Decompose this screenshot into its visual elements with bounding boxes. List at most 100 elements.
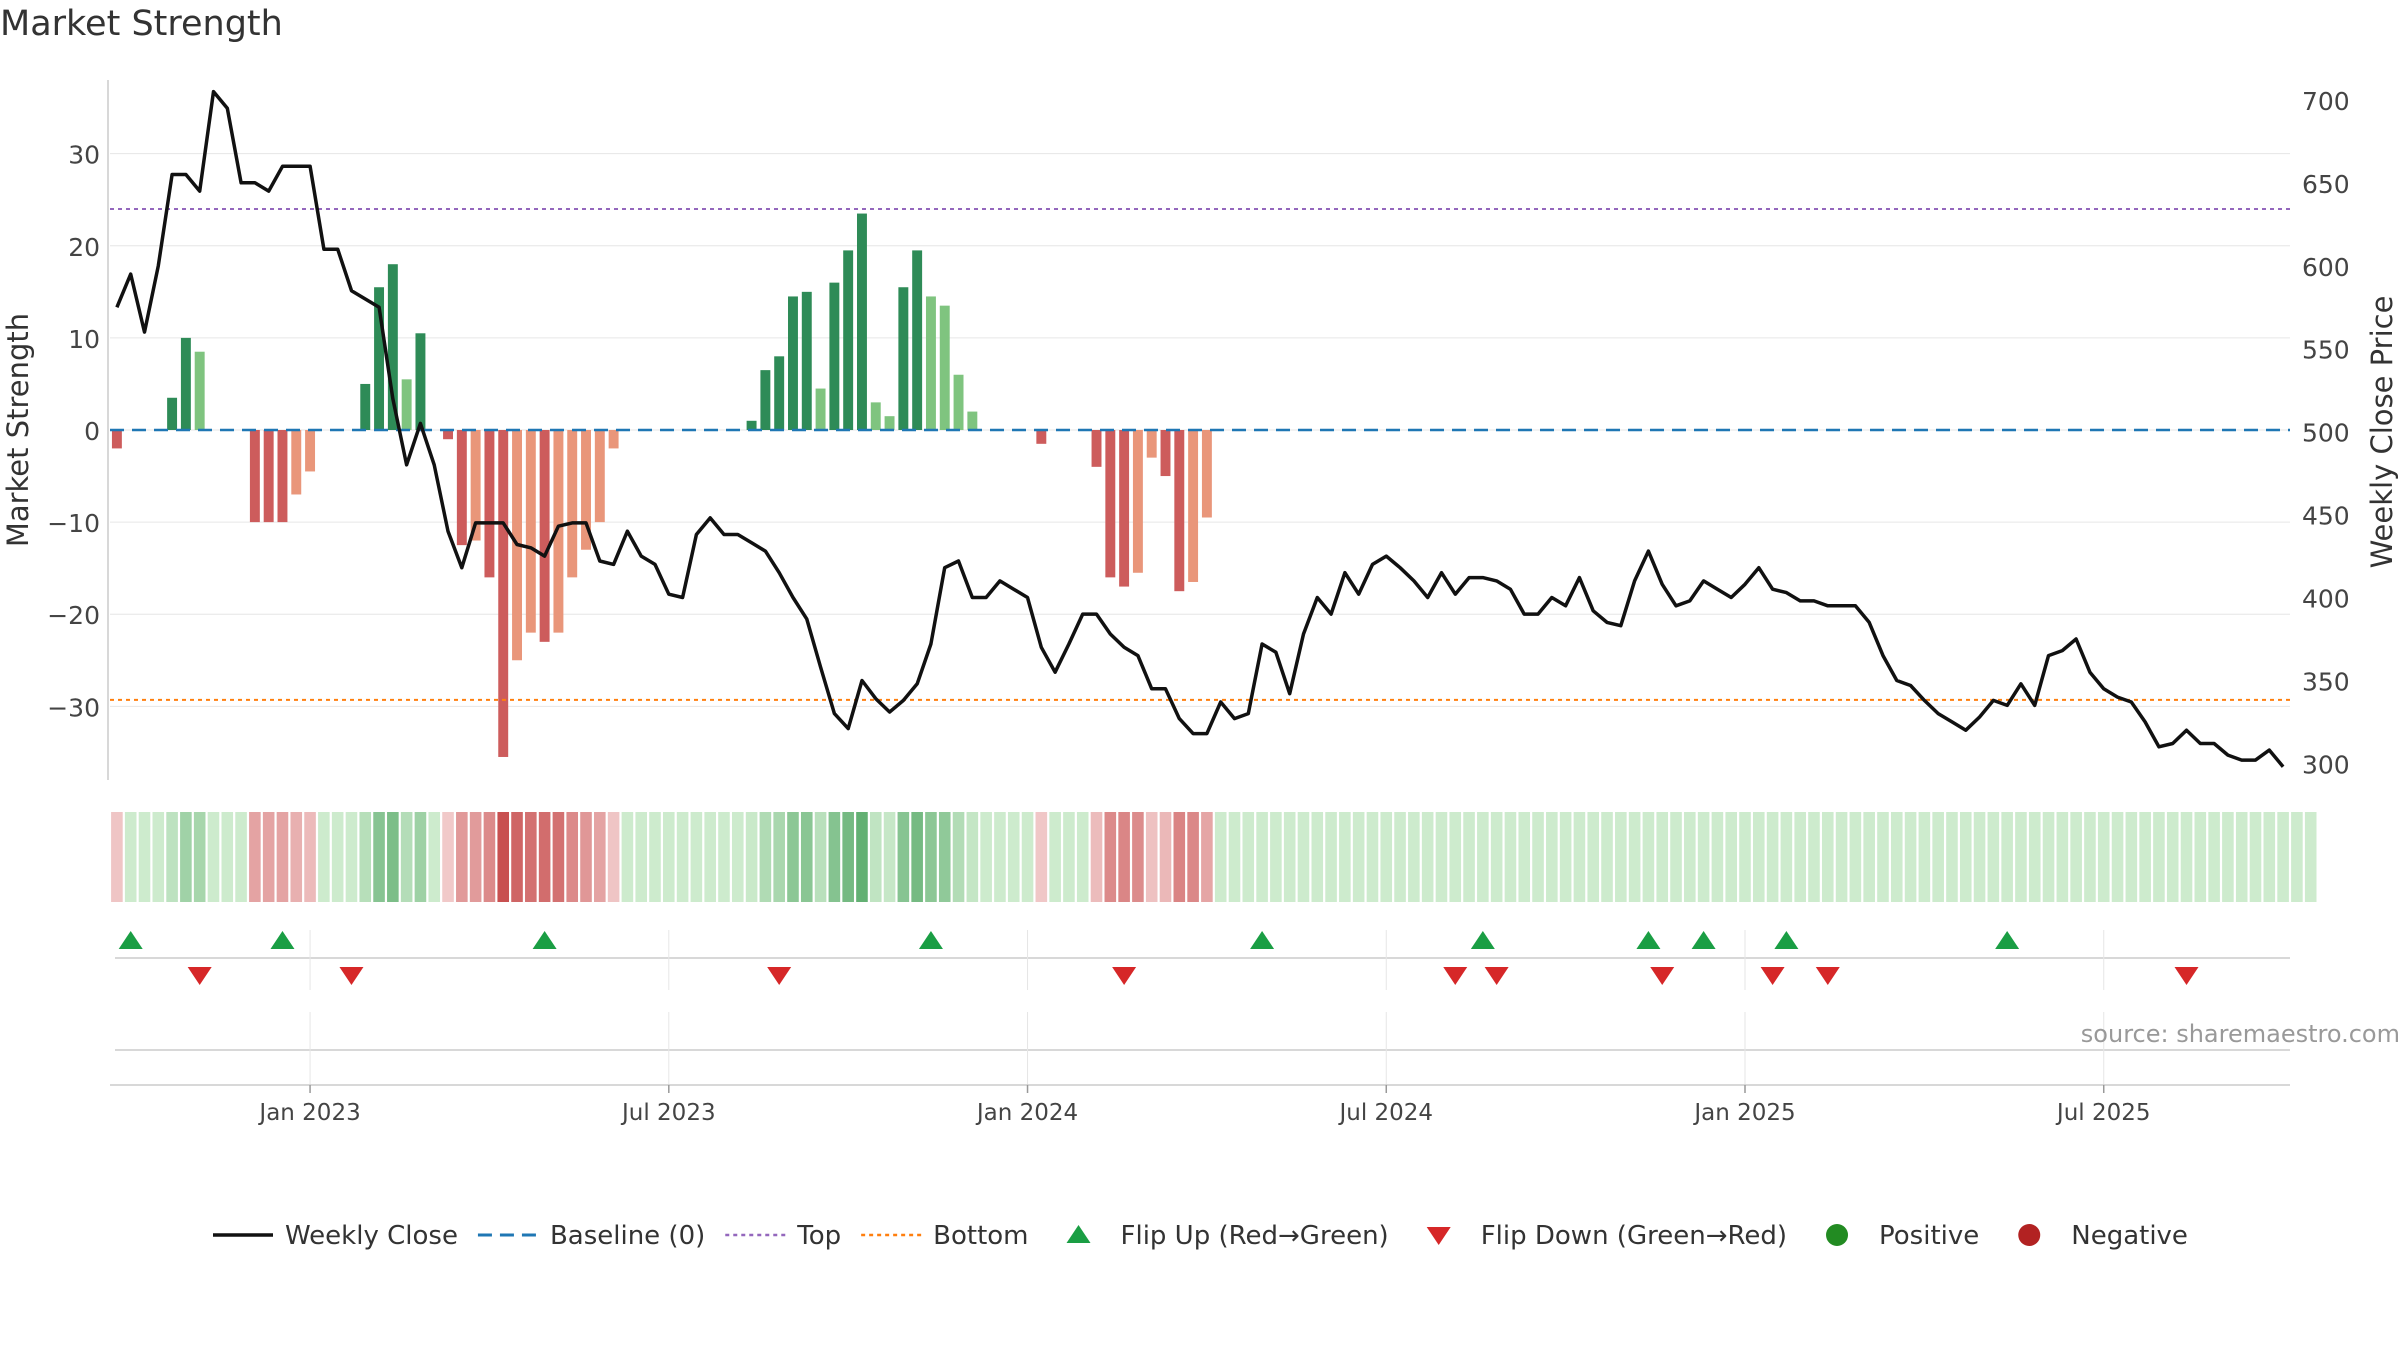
strength-bar (1160, 430, 1171, 477)
flip-up-marker (270, 931, 295, 949)
strength-bar (815, 388, 826, 430)
heatmap-cell (1380, 812, 1393, 902)
heatmap-cell (1987, 812, 2000, 902)
heatmap-cell (1173, 812, 1186, 902)
heatmap-cell (676, 812, 689, 902)
heatmap-cell (1904, 812, 1917, 902)
heatmap-cell (249, 812, 261, 902)
heatmap-cell (1242, 812, 1255, 902)
heatmap-cell (538, 812, 551, 902)
legend-label: Negative (2071, 1221, 2188, 1251)
strength-bar (111, 430, 122, 449)
weekly-close-line (115, 89, 2285, 768)
strength-bar (870, 402, 881, 430)
heatmap-cell (193, 812, 206, 902)
strength-bar (760, 370, 771, 430)
heatmap-cell (1656, 812, 1669, 902)
heatmap-cell (373, 812, 385, 902)
strength-bar (167, 397, 178, 430)
heatmap-cell (166, 812, 178, 902)
heatmap-cell (387, 812, 399, 902)
heatmap-cell (497, 812, 510, 902)
heatmap-cell (690, 812, 703, 902)
strength-bar (925, 296, 936, 430)
strength-bar (912, 250, 923, 430)
heatmap-cell (1532, 812, 1544, 902)
heatmap-cell (111, 812, 123, 902)
flip-up-marker (1995, 931, 2020, 949)
heatmap-cell (469, 812, 482, 902)
heatmap-cell (262, 812, 275, 902)
heatmap-cell (221, 812, 234, 902)
heatmap-cell (2249, 812, 2262, 902)
heatmap-cell (138, 812, 151, 902)
strength-bar (539, 430, 550, 642)
strength-bar (484, 430, 495, 578)
strength-bar (774, 356, 785, 430)
heatmap-cell (456, 812, 468, 902)
strength-bar (939, 305, 950, 430)
flip-up-marker (1250, 931, 1275, 949)
heatmap-cell (331, 812, 344, 902)
x-tick-label: Jan 2025 (1692, 1100, 1795, 1126)
strength-bar (498, 430, 509, 757)
strength-bar (470, 430, 481, 541)
page-title: Market Strength (0, 4, 283, 44)
heatmap-cell (359, 812, 372, 902)
heatmap-cell (1145, 812, 1158, 902)
strength-bar (1201, 430, 1212, 518)
heatmap-cell (124, 812, 137, 902)
heatmap-cell (2111, 812, 2124, 902)
heatmap-cell (1076, 812, 1089, 902)
left-tick-label: 0 (84, 417, 100, 446)
strength-bar (525, 430, 536, 633)
heatmap-cell (1684, 812, 1696, 902)
heatmap-cell (1256, 812, 1268, 902)
strength-bar (843, 250, 854, 430)
heatmap-cell (304, 812, 316, 902)
heatmap-cell (1228, 812, 1241, 902)
heatmap-cell (773, 812, 785, 902)
heatmap-cell (883, 812, 896, 902)
flip-down-marker (1815, 967, 1840, 985)
flip-up-marker (1774, 931, 1799, 949)
heatmap-cell (828, 812, 841, 902)
legend-swatch-negative (2018, 1224, 2041, 1246)
legend-swatch-flip-down (1426, 1227, 1451, 1245)
strength-bar (608, 430, 619, 449)
heatmap-cell (800, 812, 813, 902)
heatmap-cell (1339, 812, 1351, 902)
heatmap-cell (1877, 812, 1889, 902)
strength-bar (1091, 430, 1102, 467)
heatmap-cell (552, 812, 565, 902)
heatmap-cell (1863, 812, 1875, 902)
strength-bar (1132, 430, 1143, 573)
strength-bar (1105, 430, 1116, 578)
heatmap-cell (1697, 812, 1710, 902)
heatmap-cell (2263, 812, 2276, 902)
heatmap-cell (1490, 812, 1503, 902)
heatmap-cell (1311, 812, 1324, 902)
strength-bar (1174, 430, 1185, 592)
heatmap-cell (869, 812, 882, 902)
heatmap-cell (980, 812, 992, 902)
heatmap-cell (2194, 812, 2207, 902)
heatmap-cell (2222, 812, 2234, 902)
heatmap-cell (1187, 812, 1199, 902)
heatmap-cell (621, 812, 634, 902)
x-tick-label: Jul 2025 (2055, 1100, 2151, 1126)
heatmap-cell (856, 812, 868, 902)
heatmap-cell (1214, 812, 1227, 902)
heatmap-cell (345, 812, 358, 902)
heatmap-cell (925, 812, 937, 902)
heatmap-cell (290, 812, 303, 902)
right-tick-label: 600 (2302, 253, 2350, 282)
heatmap-cell (814, 812, 827, 902)
x-tick-label: Jan 2023 (257, 1100, 360, 1126)
strength-bar (594, 430, 605, 523)
heatmap-cell (966, 812, 979, 902)
heatmap-cell (663, 812, 675, 902)
heatmap-cell (1835, 812, 1848, 902)
heatmap-cell (1753, 812, 1765, 902)
